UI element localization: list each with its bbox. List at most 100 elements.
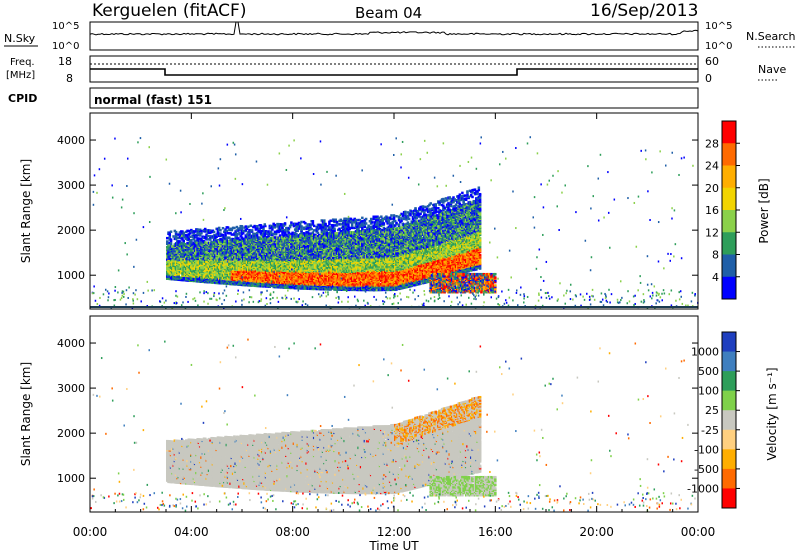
power-cell bbox=[299, 223, 302, 226]
power-cell bbox=[170, 230, 173, 233]
power-cell bbox=[250, 225, 253, 228]
nsky-tick-bottom: 10^0 bbox=[52, 41, 79, 52]
nsearch-tick-top: 10^5 bbox=[705, 21, 732, 32]
power-cell bbox=[260, 238, 263, 241]
power-cell bbox=[261, 230, 264, 233]
power-cell bbox=[228, 236, 231, 239]
power-cell bbox=[295, 233, 298, 236]
power-cell bbox=[305, 233, 308, 236]
power-cell bbox=[285, 227, 288, 230]
power-cell bbox=[175, 231, 178, 234]
power-cell bbox=[204, 228, 207, 231]
power-cell bbox=[291, 232, 294, 235]
power-cell bbox=[222, 227, 225, 230]
power-cell bbox=[313, 229, 316, 232]
power-cell bbox=[256, 232, 259, 235]
nave-label: Nave bbox=[758, 63, 786, 76]
power-cell bbox=[166, 240, 169, 243]
power-cell bbox=[303, 226, 306, 229]
power-cell bbox=[200, 232, 203, 235]
power-cell bbox=[271, 228, 274, 231]
power-cell bbox=[317, 232, 320, 235]
power-cell bbox=[321, 231, 324, 234]
power-cell bbox=[224, 234, 227, 237]
power-cell bbox=[284, 229, 287, 232]
power-cell bbox=[296, 230, 299, 233]
power-cell bbox=[233, 227, 236, 230]
power-cell bbox=[189, 236, 192, 239]
nsearch-label: N.Search bbox=[746, 30, 796, 43]
power-cell bbox=[312, 220, 315, 223]
beam-title: Beam 04 bbox=[355, 4, 422, 22]
power-cell bbox=[275, 233, 278, 236]
power-cell bbox=[312, 222, 315, 225]
power-cell bbox=[288, 231, 291, 234]
power-cell bbox=[274, 226, 277, 229]
power-cell bbox=[224, 232, 227, 235]
nave-tick-top: 60 bbox=[705, 55, 719, 68]
power-cell bbox=[251, 229, 254, 232]
power-cell bbox=[236, 233, 239, 236]
power-cell bbox=[207, 235, 210, 238]
power-cell bbox=[288, 234, 291, 237]
power-cell bbox=[236, 226, 239, 229]
power-cell bbox=[290, 221, 293, 224]
power-cell bbox=[264, 234, 267, 237]
power-cell bbox=[189, 232, 192, 235]
power-cell bbox=[298, 227, 301, 230]
power-cell bbox=[246, 228, 249, 231]
power-cell bbox=[270, 230, 273, 233]
power-cell bbox=[241, 227, 244, 230]
power-cell bbox=[304, 222, 307, 225]
freq-tick-bottom: 8 bbox=[66, 72, 73, 85]
power-cell bbox=[166, 237, 169, 240]
power-cell bbox=[284, 231, 287, 234]
power-cell bbox=[260, 232, 263, 235]
date-title: 16/Sep/2013 bbox=[590, 1, 698, 21]
power-cell bbox=[226, 230, 229, 233]
cpid-label: CPID bbox=[8, 92, 37, 105]
power-cell bbox=[300, 229, 303, 232]
freq-unit: [MHz] bbox=[6, 70, 35, 81]
power-cell bbox=[245, 225, 248, 228]
power-cell bbox=[312, 231, 315, 234]
power-cell bbox=[190, 239, 193, 242]
power-cell bbox=[277, 231, 280, 234]
power-cell bbox=[300, 225, 303, 228]
power-cell bbox=[207, 238, 210, 241]
power-cell bbox=[169, 236, 172, 239]
power-cell bbox=[193, 232, 196, 235]
power-cell bbox=[190, 241, 193, 244]
power-cell bbox=[182, 239, 185, 242]
power-cell bbox=[310, 228, 313, 231]
power-cell bbox=[241, 225, 244, 228]
power-cell bbox=[247, 226, 250, 229]
power-cell bbox=[220, 238, 223, 241]
power-cell bbox=[200, 230, 203, 233]
power-cell bbox=[200, 238, 203, 241]
power-cell bbox=[188, 230, 191, 233]
freq-trace bbox=[90, 69, 698, 75]
power-cell bbox=[324, 223, 327, 226]
power-cell bbox=[283, 234, 286, 237]
power-cell bbox=[281, 227, 284, 230]
power-cell bbox=[323, 219, 326, 222]
cpid-value: normal (fast) 151 bbox=[94, 93, 212, 107]
nave-tick-bottom: 0 bbox=[705, 72, 712, 85]
nsky-panel-frame bbox=[90, 22, 698, 50]
power-cell bbox=[213, 231, 216, 234]
power-cell bbox=[251, 284, 254, 287]
power-cell bbox=[242, 230, 245, 233]
nsearch-tick-bottom: 10^0 bbox=[705, 41, 732, 52]
power-cell bbox=[290, 224, 293, 227]
power-cell bbox=[256, 225, 259, 228]
power-cell bbox=[170, 238, 173, 241]
power-cell bbox=[308, 232, 311, 235]
power-cell bbox=[194, 230, 197, 233]
nsky-trace bbox=[90, 22, 698, 35]
power-cell bbox=[182, 232, 185, 235]
power-cell bbox=[267, 230, 270, 233]
power-cell bbox=[323, 229, 326, 232]
power-scatter bbox=[92, 136, 699, 309]
